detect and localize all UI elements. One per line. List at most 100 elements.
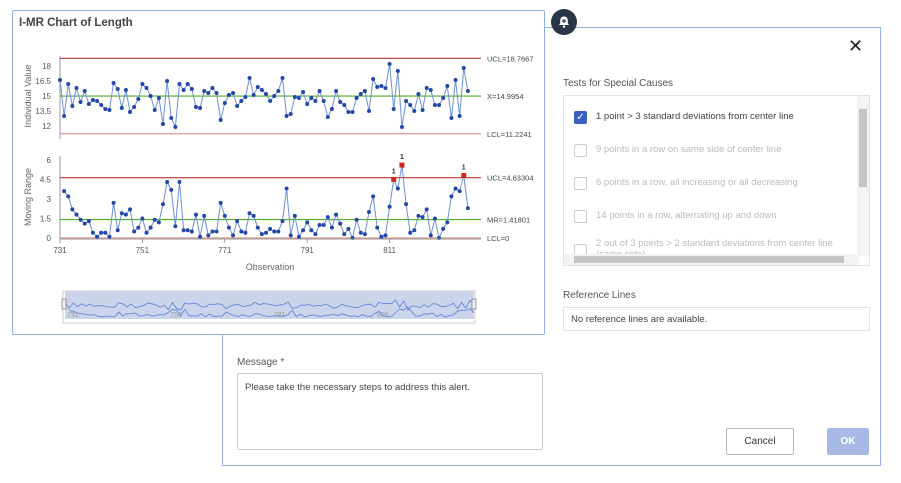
data-point <box>140 82 145 86</box>
bell-plus-icon <box>551 9 577 35</box>
test-item[interactable]: 6 points in a row, all increasing or all… <box>574 177 844 190</box>
data-point <box>74 212 79 217</box>
data-point <box>276 89 281 93</box>
test-label: 1 point > 3 standard deviations from cen… <box>596 111 794 122</box>
data-point <box>334 89 339 93</box>
data-point <box>445 220 450 225</box>
lcl-label: LCL=11.2241 <box>487 130 532 139</box>
cancel-button[interactable]: Cancel <box>726 428 794 455</box>
y-axis-label: Moving Range <box>23 168 33 226</box>
x-tick-label: 791 <box>301 246 315 255</box>
data-point <box>329 225 334 230</box>
tests-label: Tests for Special Causes <box>563 78 674 89</box>
data-point <box>404 99 409 103</box>
data-point <box>449 194 454 199</box>
data-point <box>412 228 417 233</box>
checkbox[interactable] <box>574 144 587 157</box>
close-icon[interactable]: ✕ <box>848 36 864 56</box>
data-point <box>144 230 149 235</box>
data-point <box>169 116 174 120</box>
data-point <box>247 211 252 216</box>
data-point <box>412 109 417 113</box>
checkbox[interactable] <box>574 177 587 190</box>
data-point <box>235 104 240 108</box>
test-item[interactable]: 9 points in a row on same side of center… <box>574 144 844 157</box>
data-point <box>222 213 227 218</box>
data-point <box>358 230 363 235</box>
test-item[interactable]: ✓ 1 point > 3 standard deviations from ce… <box>574 111 844 124</box>
data-point <box>383 86 388 90</box>
navigator-handle-left[interactable] <box>61 298 67 310</box>
data-point <box>132 105 137 109</box>
navigator-handle-right[interactable] <box>471 298 477 310</box>
data-point <box>301 90 306 94</box>
scroll-thumb[interactable] <box>859 109 867 187</box>
data-point <box>169 187 174 192</box>
y-tick-label: 4.5 <box>40 175 52 184</box>
data-point <box>70 104 75 108</box>
data-point <box>301 228 306 233</box>
data-point <box>362 232 367 237</box>
data-point <box>395 69 400 73</box>
data-point <box>420 215 425 220</box>
data-point <box>321 99 326 103</box>
ucl-label: UCL=4.63304 <box>487 174 534 183</box>
message-textarea[interactable]: Please take the necessary steps to addre… <box>237 373 543 450</box>
flagged-point <box>399 162 405 168</box>
data-point <box>371 194 376 199</box>
data-point <box>309 96 314 100</box>
data-point <box>66 194 71 199</box>
data-point <box>103 230 108 235</box>
checkbox-checked[interactable]: ✓ <box>574 111 587 124</box>
data-point <box>181 228 186 233</box>
data-point <box>185 82 190 86</box>
y-tick-label: 18 <box>42 62 51 71</box>
data-point <box>424 207 429 212</box>
data-point <box>371 77 376 81</box>
data-point <box>243 230 248 235</box>
ok-button[interactable]: OK <box>827 428 869 455</box>
data-point <box>346 226 351 231</box>
data-point <box>95 234 100 239</box>
data-point <box>136 225 141 230</box>
data-point <box>416 92 421 96</box>
test-label: 6 points in a row, all increasing or all… <box>596 177 798 188</box>
data-point <box>259 232 264 237</box>
data-point <box>144 86 149 90</box>
data-point <box>210 86 215 90</box>
data-point <box>128 110 133 114</box>
data-point <box>321 222 326 227</box>
data-point <box>268 226 273 231</box>
data-point <box>90 230 95 235</box>
data-point <box>428 233 433 238</box>
test-item[interactable]: 14 points in a row, alternating up and d… <box>574 210 844 223</box>
data-point <box>251 93 256 97</box>
data-point <box>296 96 301 100</box>
data-point <box>222 101 227 105</box>
data-point <box>161 122 165 126</box>
scroll-thumb[interactable] <box>574 256 844 263</box>
data-point <box>284 186 289 191</box>
data-point <box>358 92 363 96</box>
data-point <box>99 103 104 107</box>
y-tick-label: 6 <box>47 156 52 165</box>
flag-label: 1 <box>400 154 404 161</box>
data-point <box>82 221 87 226</box>
navigator-selection <box>65 291 474 319</box>
data-point <box>437 103 442 107</box>
data-point <box>268 99 273 103</box>
data-point <box>243 95 248 99</box>
data-point <box>408 103 413 107</box>
horizontal-scrollbar[interactable] <box>564 254 859 265</box>
data-point <box>404 202 409 207</box>
data-point <box>165 79 170 83</box>
data-point <box>148 94 153 98</box>
data-point <box>74 86 79 90</box>
data-point <box>111 81 116 85</box>
flagged-point <box>461 173 467 179</box>
data-point <box>379 84 384 88</box>
checkbox[interactable] <box>574 210 587 223</box>
vertical-scrollbar[interactable] <box>857 96 869 256</box>
data-point <box>198 234 203 239</box>
x-tick-label: 811 <box>383 246 396 255</box>
